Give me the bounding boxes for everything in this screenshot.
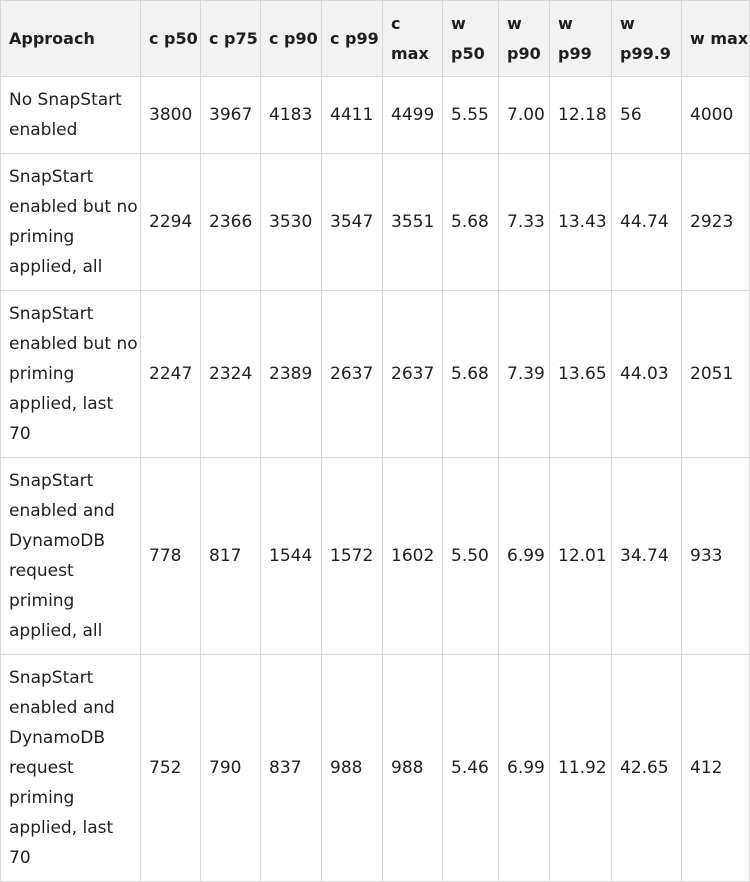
table-cell: 4499 [382,76,443,154]
table-cell: 7.39 [498,290,550,458]
table-cell: 2247 [140,290,201,458]
table-cell: 56 [611,76,682,154]
column-header-w-p99-9: w p99.9 [611,0,682,77]
approach-cell: SnapStart enabled and DynamoDB request p… [0,654,141,882]
table-cell: 1572 [321,457,383,655]
table-cell: 2324 [200,290,261,458]
table-cell: 817 [200,457,261,655]
table-cell: 6.99 [498,654,550,882]
table-cell: 3800 [140,76,201,154]
table-cell: 5.55 [442,76,499,154]
table-cell: 2923 [681,153,750,291]
table-cell: 12.18 [549,76,612,154]
table-cell: 7.33 [498,153,550,291]
table-cell: 2637 [321,290,383,458]
table-cell: 6.99 [498,457,550,655]
table-cell: 3967 [200,76,261,154]
column-header-c-p99: c p99 [321,0,383,77]
table-cell: 1544 [260,457,322,655]
approach-cell: SnapStart enabled and DynamoDB request p… [0,457,141,655]
table-row: SnapStart enabled and DynamoDB request p… [0,654,750,882]
column-header-c-p75: c p75 [200,0,261,77]
table-cell: 5.68 [442,153,499,291]
table-cell: 5.50 [442,457,499,655]
table-cell: 4411 [321,76,383,154]
table-cell: 837 [260,654,322,882]
table-cell: 13.43 [549,153,612,291]
table-cell: 13.65 [549,290,612,458]
table-row: No SnapStart enabled 3800 3967 4183 4411… [0,76,750,154]
table-cell: 988 [382,654,443,882]
table-row: SnapStart enabled and DynamoDB request p… [0,457,750,655]
table-cell: 790 [200,654,261,882]
table-cell: 7.00 [498,76,550,154]
table-cell: 752 [140,654,201,882]
table-row: SnapStart enabled but no priming applied… [0,290,750,458]
table-cell: 4000 [681,76,750,154]
table-cell: 2294 [140,153,201,291]
table-cell: 988 [321,654,383,882]
column-header-c-p50: c p50 [140,0,201,77]
approach-cell: No SnapStart enabled [0,76,141,154]
table-cell: 2366 [200,153,261,291]
column-header-w-p90: w p90 [498,0,550,77]
column-header-approach: Approach [0,0,141,77]
table-cell: 42.65 [611,654,682,882]
table-cell: 3551 [382,153,443,291]
table-cell: 34.74 [611,457,682,655]
table-cell: 1602 [382,457,443,655]
table-header: Approach c p50 c p75 c p90 c p99 c max w… [0,0,750,77]
table-cell: 3547 [321,153,383,291]
table-cell: 5.46 [442,654,499,882]
table-cell: 5.68 [442,290,499,458]
approach-cell: SnapStart enabled but no priming applied… [0,290,141,458]
column-header-c-p90: c p90 [260,0,322,77]
table-cell: 778 [140,457,201,655]
column-header-w-max: w max [681,0,750,77]
approach-cell: SnapStart enabled but no priming applied… [0,153,141,291]
column-header-c-max: c max [382,0,443,77]
table-cell: 12.01 [549,457,612,655]
table-cell: 11.92 [549,654,612,882]
table-cell: 2389 [260,290,322,458]
header-row: Approach c p50 c p75 c p90 c p99 c max w… [0,0,750,77]
table-cell: 2051 [681,290,750,458]
table-cell: 933 [681,457,750,655]
table-cell: 3530 [260,153,322,291]
table-cell: 44.74 [611,153,682,291]
table-cell: 44.03 [611,290,682,458]
table-cell: 412 [681,654,750,882]
table-cell: 4183 [260,76,322,154]
column-header-w-p50: w p50 [442,0,499,77]
table-body: No SnapStart enabled 3800 3967 4183 4411… [0,76,750,882]
column-header-w-p99: w p99 [549,0,612,77]
table-cell: 2637 [382,290,443,458]
table-row: SnapStart enabled but no priming applied… [0,153,750,291]
